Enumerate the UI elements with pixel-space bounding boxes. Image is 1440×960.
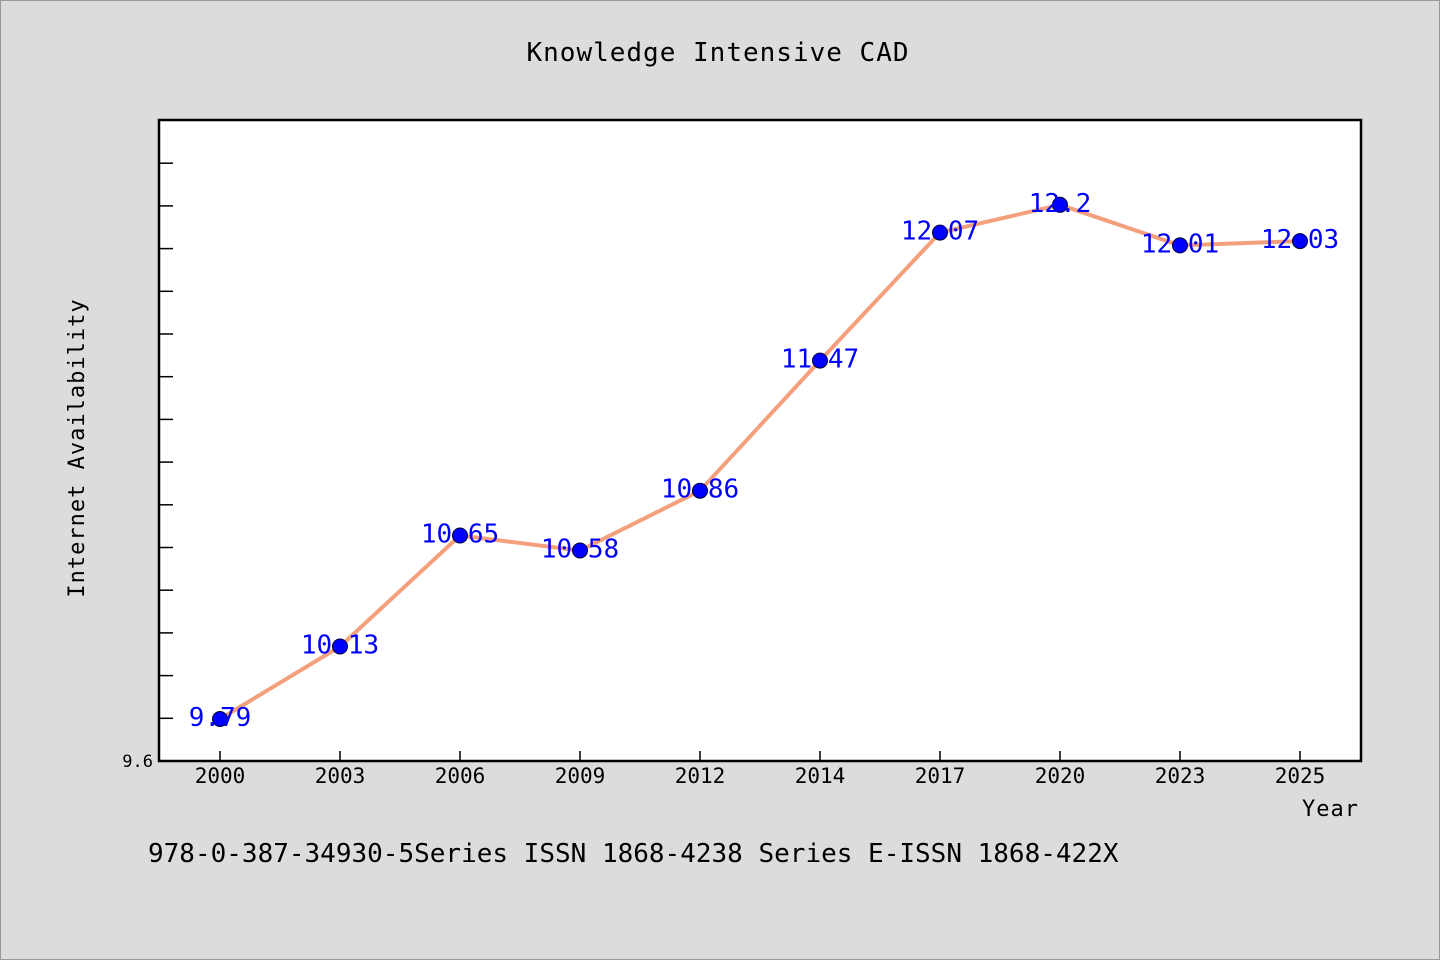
data-label: 9.79 (189, 703, 252, 733)
data-label: 12.03 (1261, 225, 1339, 255)
data-point (332, 638, 348, 655)
data-point (692, 482, 708, 499)
data-label: 12.2 (1029, 189, 1092, 219)
series-line (218, 202, 1302, 721)
data-point (572, 542, 588, 559)
x-axis-title: Year (1302, 797, 1359, 822)
data-label: 10.86 (661, 475, 739, 505)
y-axis-title: Internet Availability (65, 298, 90, 597)
y-axis-ticks: 9.6 (122, 162, 173, 772)
data-label: 10.65 (421, 520, 499, 550)
series-markers (212, 196, 1308, 727)
x-tick-label: 2006 (435, 764, 486, 788)
chart-title: Knowledge Intensive CAD (526, 38, 909, 68)
data-label: 10.58 (541, 535, 619, 565)
y-tick-label: 9.6 (122, 752, 153, 772)
x-tick-label: 2017 (915, 764, 966, 788)
data-label: 12.07 (901, 217, 979, 247)
footnote: 978-0-387-34930-5Series ISSN 1868-4238 S… (148, 839, 1119, 869)
x-axis-ticks: 2000 2003 2006 2009 2012 2014 2017 2020 2023 2025 (195, 751, 1326, 788)
data-label: 12.01 (1141, 229, 1219, 259)
x-tick-label: 2009 (555, 764, 606, 788)
data-point (1292, 233, 1308, 250)
data-point (812, 352, 828, 369)
x-tick-label: 2014 (795, 764, 846, 788)
x-tick-label: 2025 (1275, 764, 1326, 788)
x-tick-label: 2012 (675, 764, 726, 788)
x-tick-label: 2000 (195, 764, 246, 788)
data-labels: 9.79 10.13 10.65 10.58 10.86 11.47 12.07 12.2 12… (189, 189, 1339, 733)
x-tick-label: 2003 (315, 764, 366, 788)
data-point (212, 711, 228, 727)
plot-area (157, 118, 1363, 763)
data-point (932, 224, 948, 241)
data-label: 11.47 (781, 345, 859, 375)
x-tick-label: 2020 (1035, 764, 1086, 788)
data-point (1052, 196, 1068, 213)
data-point (1172, 237, 1188, 254)
x-tick-label: 2023 (1155, 764, 1206, 788)
data-label: 10.13 (301, 631, 379, 661)
data-point (452, 527, 468, 544)
